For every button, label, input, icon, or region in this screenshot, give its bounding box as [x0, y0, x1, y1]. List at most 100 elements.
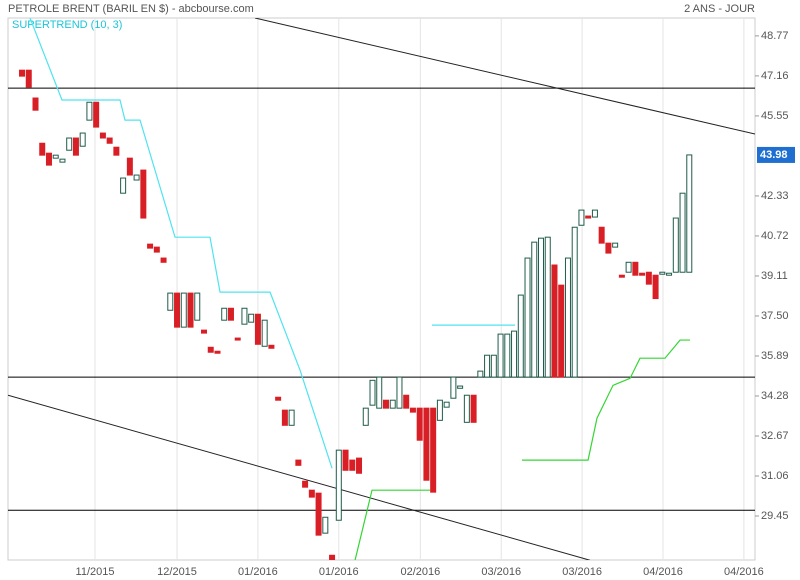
candle-body: [234, 337, 241, 341]
candle-body: [409, 407, 416, 413]
candle-body: [484, 354, 491, 378]
candle-body: [160, 257, 167, 263]
y-tick-label: 29.45: [761, 510, 789, 522]
candle-body: [376, 376, 383, 409]
candle-body: [126, 157, 133, 176]
indicator-line: [521, 339, 691, 461]
candle-body: [39, 142, 46, 156]
candle-body: [382, 399, 389, 409]
candle-body: [295, 459, 302, 466]
candle-body: [645, 271, 652, 285]
y-tick-label: 32.67: [761, 430, 789, 442]
candle-body: [342, 449, 349, 471]
candle-body: [538, 237, 545, 378]
candle-body: [254, 313, 261, 345]
candle-body: [59, 158, 66, 163]
x-tick-label: 01/2016: [319, 566, 359, 578]
candle-body: [248, 313, 255, 323]
candle-body: [66, 137, 73, 151]
y-tick-label: 47.16: [761, 70, 789, 82]
candle-body: [153, 246, 160, 253]
candle-body: [275, 396, 282, 401]
candle-body: [147, 243, 154, 249]
candle-body: [356, 457, 363, 474]
candle-body: [416, 407, 423, 441]
y-tick-label: 45.55: [761, 110, 789, 122]
candle-body: [288, 409, 295, 426]
last-price-box: [757, 146, 795, 163]
candle-body: [315, 492, 322, 536]
candle-body: [605, 242, 612, 254]
y-tick-label: 40.72: [761, 230, 789, 242]
candle-body: [591, 209, 598, 218]
candle-body: [490, 354, 497, 378]
candle-body: [430, 407, 437, 493]
candle-body: [578, 209, 585, 226]
candle-body: [558, 284, 565, 378]
candle-body: [531, 241, 538, 378]
candle-body: [174, 292, 181, 328]
candle-body: [194, 292, 201, 321]
candle-body: [659, 271, 666, 275]
candle-body: [261, 319, 268, 347]
candle-body: [470, 394, 477, 423]
candle-body: [25, 69, 32, 88]
x-tick-label: 04/2016: [724, 566, 764, 578]
candle-body: [227, 307, 234, 321]
candle-body: [443, 401, 450, 408]
candle-body: [551, 264, 558, 378]
candle-body: [564, 257, 571, 378]
plot-frame: [7, 17, 756, 561]
chart-title: PETROLE BRENT (BARIL EN $) - abcbourse.c…: [8, 3, 254, 15]
x-tick-label: 11/2015: [76, 566, 115, 578]
indicator-line: [354, 489, 430, 560]
candle-body: [93, 101, 100, 128]
candle-body: [362, 407, 369, 426]
y-tick-label: 48.77: [761, 30, 789, 42]
candle-body: [201, 329, 208, 334]
candle-body: [113, 146, 120, 156]
candle-body: [632, 261, 639, 276]
candle-body: [511, 330, 518, 378]
indicator-line: [29, 18, 333, 469]
y-tick-label: 34.28: [761, 390, 789, 402]
candle-body: [32, 97, 39, 111]
candle-body: [389, 399, 396, 409]
candle-body: [99, 132, 106, 139]
candle-body: [666, 272, 673, 276]
candle-body: [625, 261, 632, 273]
y-tick-label: 37.50: [761, 310, 789, 322]
candle-body: [463, 394, 470, 423]
candle-body: [120, 177, 127, 194]
candle-body: [19, 69, 26, 77]
y-tick-label: 42.33: [761, 190, 789, 202]
candle-body: [423, 407, 430, 481]
candle-body: [497, 333, 504, 378]
candle-body: [72, 137, 79, 156]
candle-body: [180, 292, 187, 328]
candle-body: [477, 370, 484, 378]
candle-body: [396, 376, 403, 409]
candle-body: [349, 459, 356, 471]
candle-body: [52, 154, 59, 159]
candle-body: [241, 307, 248, 325]
candle-body: [86, 101, 93, 121]
candle-body: [133, 174, 140, 181]
candle-body: [329, 554, 336, 560]
candle-body: [214, 350, 221, 354]
candle-body: [302, 480, 309, 488]
candle-body: [450, 376, 457, 399]
candle-body: [544, 236, 551, 378]
period-label: 2 ANS - JOUR: [684, 3, 755, 15]
trend-line: [254, 18, 755, 135]
candle-body: [598, 226, 605, 244]
y-tick-label: 35.89: [761, 350, 789, 362]
y-tick-label: 39.11: [761, 270, 788, 282]
candle-body: [167, 292, 174, 311]
x-tick-label: 04/2016: [643, 566, 683, 578]
candle-body: [403, 394, 410, 409]
indicator-label: SUPERTREND (10, 3): [12, 19, 122, 31]
candle-body: [268, 344, 275, 349]
candle-body: [672, 217, 679, 273]
